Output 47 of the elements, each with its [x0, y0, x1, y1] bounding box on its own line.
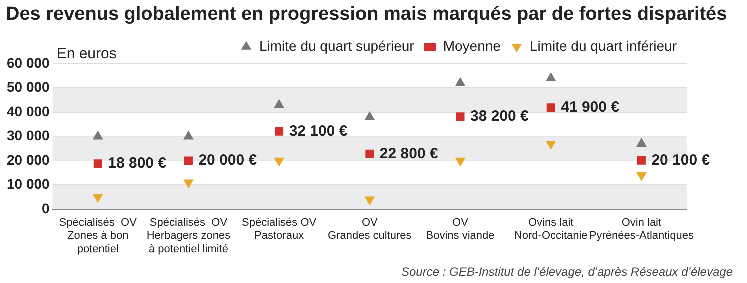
point: [274, 99, 285, 108]
y-tick-label: 20 000: [6, 152, 50, 168]
x-tick-label: Ovins lait Nord-Occitanie: [514, 217, 588, 242]
point: [455, 77, 466, 86]
x-tick-label: OV Grandes cultures: [328, 217, 412, 242]
data-label: 32 100 €: [289, 122, 348, 140]
point: [92, 130, 104, 140]
y-tick-label: 10 000: [6, 176, 50, 192]
chart-title: Des revenus globalement en progression mais marqués par de fortes disparités: [5, 3, 728, 27]
y-tick-label: 60 000: [6, 54, 50, 71]
data-label: 20 000 €: [198, 152, 258, 170]
legend-label: Moyenne: [443, 38, 502, 54]
point: [636, 172, 647, 182]
point: [184, 156, 193, 166]
point: [456, 112, 465, 122]
y-tick-label: 0: [42, 200, 50, 216]
x-tick-label: Spécialisés OV Zones à bon potentiel: [59, 217, 138, 256]
legend-label: Limite du quart supérieur: [259, 38, 415, 54]
data-label: 22 800 €: [380, 145, 439, 162]
legend-label: Limite du quart inférieur: [530, 38, 678, 54]
point: [184, 180, 194, 189]
y-axis-title: En euros: [56, 46, 117, 63]
point: [275, 127, 284, 136]
x-tick-label: OV Bovins viande: [426, 217, 495, 242]
source-note: Source : GEB-Institut de l’élevage, d’après Réseaux d’élevage: [401, 265, 733, 279]
x-tick-label: Spécialisés OV Pastoraux: [242, 217, 318, 242]
point: [366, 150, 374, 158]
point: [274, 158, 285, 167]
point: [364, 196, 376, 206]
x-tick-label: Ovin lait Pyrénées-Atlantiques: [589, 217, 694, 242]
point: [94, 160, 102, 168]
y-tick-label: 40 000: [6, 103, 50, 120]
point: [546, 72, 556, 82]
point: [92, 194, 104, 204]
data-label: 18 800 €: [108, 154, 168, 172]
point: [637, 156, 646, 165]
data-label: 41 900 €: [561, 99, 620, 116]
y-tick-label: 30 000: [6, 128, 50, 144]
point: [546, 140, 556, 150]
y-tick-label: 50 000: [6, 79, 50, 96]
point: [364, 111, 376, 120]
data-label: 20 100 €: [652, 152, 711, 169]
data-label: 38 200 €: [470, 108, 530, 125]
point: [455, 158, 466, 167]
point: [546, 104, 556, 112]
x-tick-label: Spécialisés OV Herbagers zones à potentiel limité: [146, 217, 232, 256]
point: [184, 130, 194, 140]
